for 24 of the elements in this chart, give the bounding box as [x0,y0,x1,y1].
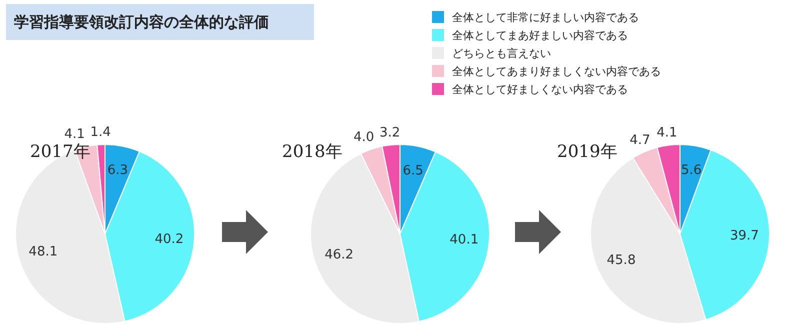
data-label: 40.1 [450,232,479,248]
legend-label: どちらとも言えない [452,46,551,60]
data-label: 40.2 [154,232,184,247]
legend-label: 全体としてあまり好ましくない内容である [452,64,661,78]
data-label: 5.6 [680,162,702,178]
data-label: 48.1 [28,244,58,260]
text: 2019年 [557,141,618,163]
text: 2018年 [282,141,342,163]
data-label: 4.1 [64,127,85,142]
data-label: 4.7 [630,133,650,148]
data-label: 46.2 [324,247,354,262]
data-label: 6.5 [402,163,424,178]
data-label: 45.8 [606,252,636,268]
legend-label: 全体として好ましくない内容である [452,82,628,96]
data-label: 3.2 [379,125,400,140]
chart-title: 学習指導要領改訂内容の全体的な評価 [6,4,314,40]
data-label: 4.1 [656,126,678,141]
legend-label: 全体として非常に好ましい内容である [452,10,639,24]
data-label: 1.4 [90,124,111,140]
data-label: 39.7 [730,228,759,244]
data-label: 6.3 [107,163,128,178]
data-label: 4.0 [353,130,374,146]
text: 2017年 [30,141,90,163]
legend-label: 全体としてまあ好ましい内容である [452,28,628,42]
